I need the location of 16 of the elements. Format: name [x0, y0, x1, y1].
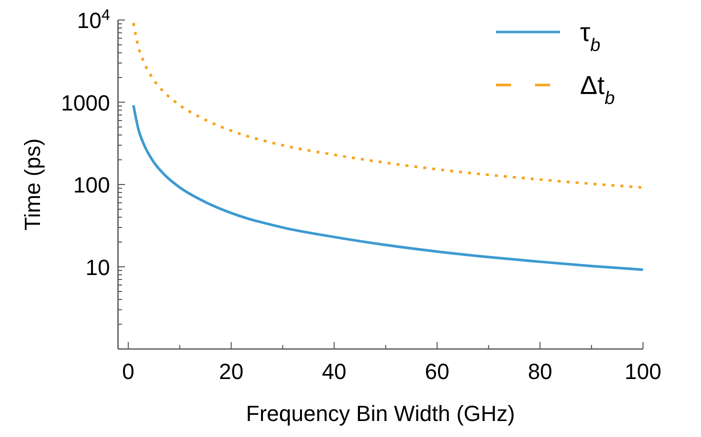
y-tick-label: 100	[73, 172, 110, 198]
x-axis-title: Frequency Bin Width (GHz)	[246, 401, 515, 426]
y-tick-label: 10$^{4}$	[76, 6, 110, 33]
line-series	[132, 22, 644, 189]
x-tick-label: 100	[624, 359, 662, 384]
y-axis-title: Time (ps)	[20, 138, 45, 231]
y-tick-label: 10	[86, 254, 110, 280]
x-tick-label: 80	[528, 359, 552, 384]
y-tick-label: 1000	[61, 90, 110, 116]
x-tick-label: 0	[122, 359, 134, 384]
x-tick-label: 40	[322, 359, 346, 384]
legend-label: Δt$_{b}$	[580, 70, 615, 108]
x-tick-label: 20	[218, 359, 244, 384]
legend-label: τ$_{b}$	[580, 17, 600, 55]
line-series	[132, 104, 644, 272]
x-tick-label: 60	[424, 359, 450, 384]
